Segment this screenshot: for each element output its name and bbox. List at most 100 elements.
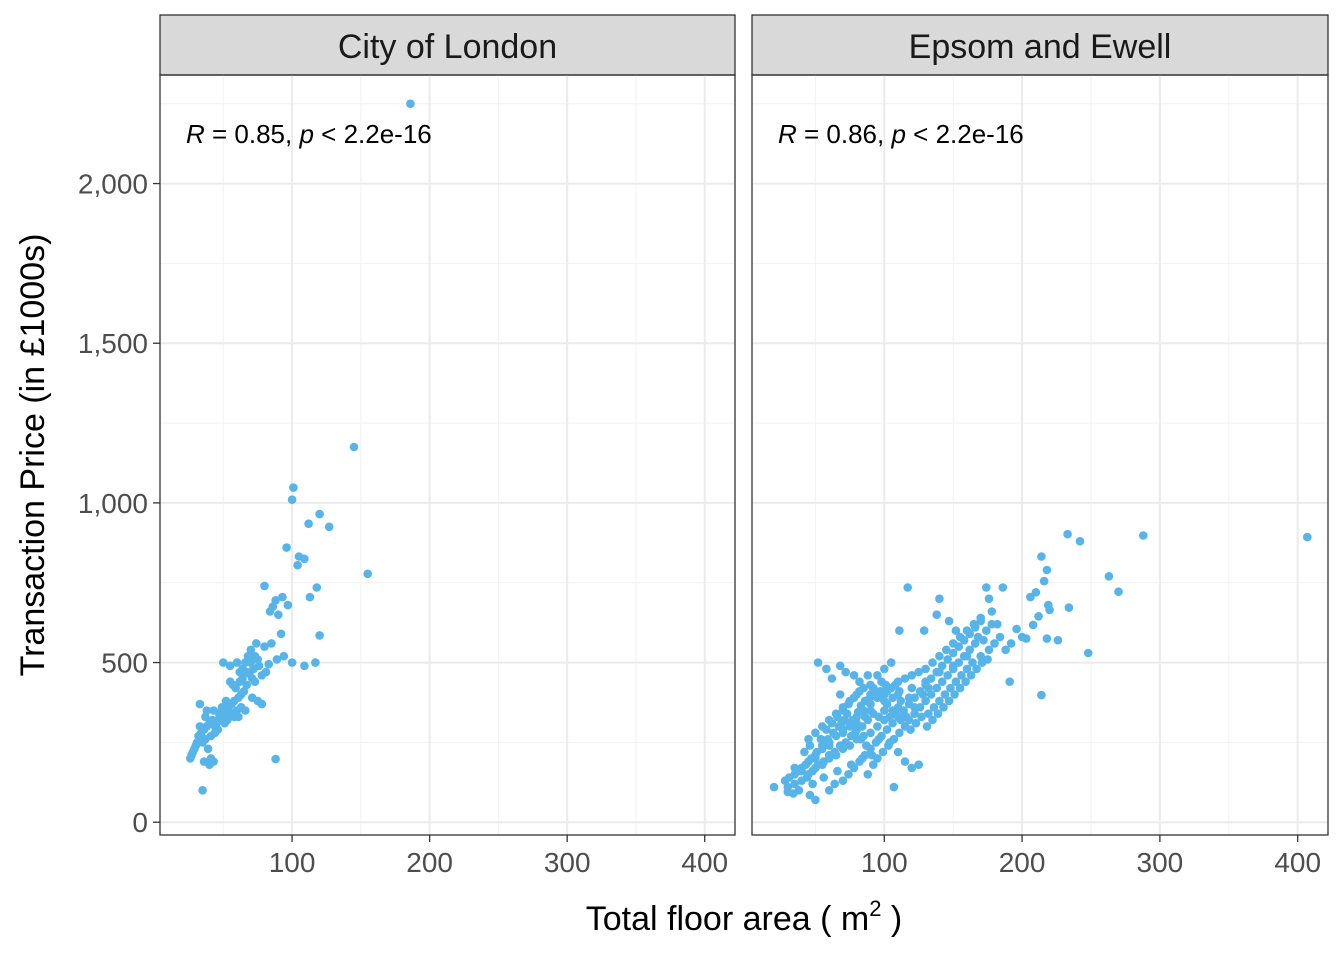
data-point xyxy=(260,581,269,591)
y-tick-label: 0 xyxy=(132,807,148,838)
data-point xyxy=(948,648,958,658)
data-point xyxy=(827,718,837,728)
data-point xyxy=(289,483,298,492)
data-point xyxy=(855,687,864,696)
data-point xyxy=(888,693,897,702)
data-point xyxy=(935,651,944,661)
data-point xyxy=(300,554,309,564)
data-point xyxy=(282,543,291,552)
data-point xyxy=(1042,634,1052,643)
data-point xyxy=(227,709,236,718)
facet-strip xyxy=(751,14,1329,76)
data-point xyxy=(884,741,893,750)
data-point xyxy=(406,99,415,108)
data-point xyxy=(943,655,952,664)
data-point xyxy=(1037,552,1046,561)
data-point xyxy=(251,639,261,648)
data-point xyxy=(903,583,912,592)
data-point xyxy=(855,757,864,766)
data-point xyxy=(790,779,799,789)
data-points xyxy=(769,529,1312,805)
data-point xyxy=(959,651,969,661)
data-point xyxy=(802,773,812,782)
data-point xyxy=(838,728,848,738)
data-point xyxy=(206,731,216,741)
data-point xyxy=(948,664,958,674)
data-point xyxy=(849,693,859,702)
data-point xyxy=(246,658,256,667)
data-point xyxy=(846,731,856,741)
data-point xyxy=(811,795,820,805)
data-point xyxy=(902,712,911,722)
data-point xyxy=(257,699,267,709)
data-point xyxy=(844,699,853,709)
data-point xyxy=(965,645,974,655)
data-point xyxy=(926,674,936,683)
data-point xyxy=(837,718,846,728)
data-point xyxy=(891,709,900,718)
data-point xyxy=(1028,620,1038,630)
y-axis-ticks: 0 500 1,000 1,500 2,000 xyxy=(78,169,160,838)
data-point xyxy=(928,658,937,667)
data-point xyxy=(878,747,888,757)
data-point xyxy=(942,645,951,655)
data-point xyxy=(842,709,852,718)
data-point xyxy=(822,725,831,734)
data-point xyxy=(272,655,282,664)
data-point xyxy=(1037,690,1046,700)
data-point xyxy=(932,610,941,619)
x-axis-title-superscript: 2 xyxy=(869,896,881,921)
data-point xyxy=(955,683,965,693)
panel-border xyxy=(751,74,1329,836)
data-point xyxy=(819,773,828,782)
data-point xyxy=(895,626,904,635)
data-point xyxy=(984,594,994,603)
y-tick-label: 1,500 xyxy=(78,328,148,359)
x-axis-ticks: 100 200 300 400 xyxy=(861,835,1321,878)
data-point xyxy=(805,741,815,750)
data-point xyxy=(937,677,947,686)
data-point xyxy=(1042,565,1052,575)
r-symbol: R xyxy=(186,119,205,149)
data-point xyxy=(976,651,985,661)
data-point xyxy=(219,658,228,667)
r-value: = 0.86, xyxy=(797,119,892,149)
data-point xyxy=(921,680,930,690)
data-point xyxy=(882,687,892,696)
p-value: < 2.2e-16 xyxy=(314,119,432,149)
facet-title: Epsom and Ewell xyxy=(909,28,1172,66)
data-point xyxy=(849,763,859,773)
data-point xyxy=(937,661,947,671)
y-tick-label: 500 xyxy=(101,648,148,679)
data-point xyxy=(276,629,286,639)
x-tick-label: 400 xyxy=(1274,847,1321,878)
data-point xyxy=(238,674,247,683)
data-point xyxy=(264,659,274,669)
data-point xyxy=(1001,645,1010,655)
data-point xyxy=(924,709,933,718)
data-point xyxy=(265,607,275,616)
data-point xyxy=(932,683,941,693)
x-tick-label: 100 xyxy=(269,847,316,878)
data-point xyxy=(995,632,1005,642)
data-point xyxy=(1012,624,1021,634)
data-point xyxy=(977,658,987,667)
x-axis-ticks: 100 200 300 400 xyxy=(269,835,728,878)
data-point xyxy=(1017,632,1027,642)
data-point xyxy=(287,658,297,667)
data-point xyxy=(848,715,857,725)
data-point xyxy=(267,639,276,648)
data-point xyxy=(867,750,877,760)
data-point xyxy=(198,786,207,795)
data-point xyxy=(201,712,210,722)
data-point xyxy=(790,763,799,773)
data-point xyxy=(279,651,289,661)
data-point xyxy=(220,718,229,728)
data-point xyxy=(242,667,251,677)
data-point xyxy=(932,667,941,677)
data-point xyxy=(882,725,892,734)
data-point xyxy=(856,734,866,744)
data-point xyxy=(998,583,1008,592)
data-point xyxy=(921,696,930,706)
data-point xyxy=(835,690,845,699)
